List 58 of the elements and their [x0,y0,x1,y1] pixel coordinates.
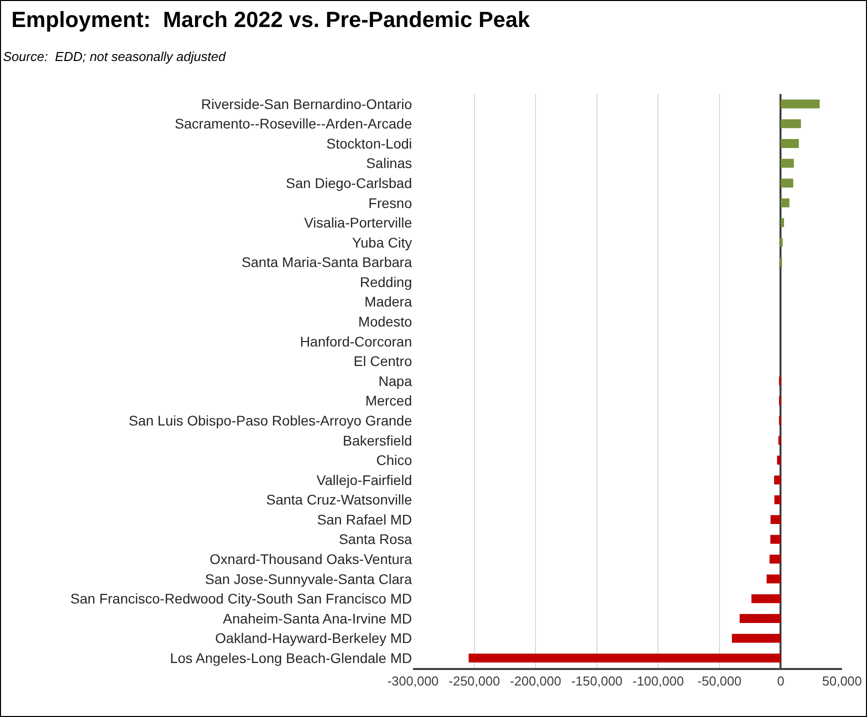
y-tick-label: Visalia-Porterville [304,214,412,231]
x-tick-label: -250,000 [448,674,500,689]
y-tick-label: San Jose-Sunnyvale-Santa Clara [204,570,412,587]
y-tick-label: Santa Cruz-Watsonville [266,492,412,508]
x-tick-label: 50,000 [822,674,862,689]
y-tick-label: Redding [360,274,412,290]
bar [780,178,794,188]
bar [780,238,783,247]
y-tick-label: Santa Rosa [338,531,412,548]
bar [770,534,781,544]
chart-title: Employment: March 2022 vs. Pre-Pandemic Peak [11,7,531,32]
y-tick-label: San Luis Obispo-Paso Robles-Arroyo Grande [128,412,412,428]
y-tick-label: El Centro [354,353,412,370]
y-tick-label: Vallejo-Fairfield [316,472,412,488]
bar [732,634,781,643]
x-tick-label: -100,000 [632,674,684,689]
bar [780,139,799,148]
y-tick-label: San Francisco-Redwood City-South San Francisco MD [70,590,412,607]
y-tick-label: Bakersfield [342,432,412,448]
x-tick-label: -150,000 [571,674,623,689]
bar [770,554,781,564]
y-tick-label: Madera [364,294,412,310]
y-tick-label: Hanford-Corcoran [300,333,412,350]
y-tick-label: Modesto [358,314,412,330]
bar [740,614,781,623]
text: Source: EDD; not seasonally adjusted [3,49,226,64]
y-tick-label: Los Angeles-Long Beach-Glendale MD [170,650,412,666]
bar [774,476,781,484]
bar [468,654,781,663]
y-tick-label: Napa [378,372,412,389]
bar [777,456,781,465]
x-tick-label: -200,000 [510,674,562,689]
y-tick-label: Oxnard-Thousand Oaks-Ventura [210,551,412,568]
y-tick-label: Salinas [366,155,412,172]
y-tick-label: Merced [365,392,412,409]
bar [780,119,801,128]
y-tick-label: Yuba City [352,234,412,250]
y-tick-label: Chico [376,452,412,468]
x-tick-label: 0 [777,674,784,689]
bar [766,574,781,584]
x-tick-label: -50,000 [697,674,742,689]
bar [774,495,781,504]
bar [770,515,781,524]
y-tick-label: Anaheim-Santa Ana-Irvine MD [222,610,412,626]
bar [780,218,784,228]
y-tick-label: San Rafael MD [317,511,412,528]
bar [780,99,820,108]
y-tick-label: San Diego-Carlsbad [286,174,412,191]
bar [751,594,781,604]
y-tick-label: Santa Maria-Santa Barbara [242,254,412,270]
y-tick-label: Sacramento--Roseville--Arden-Arcade [174,116,412,132]
y-tick-label: Stockton-Lodi [326,135,412,152]
x-tick-label: -300,000 [387,674,439,689]
y-tick-label: Oakland-Hayward-Berkeley MD [215,630,412,646]
bar [780,198,790,208]
bar [780,158,794,168]
y-tick-label: Riverside-San Bernardino-Ontario [201,96,412,112]
y-tick-label: Fresno [368,194,412,211]
